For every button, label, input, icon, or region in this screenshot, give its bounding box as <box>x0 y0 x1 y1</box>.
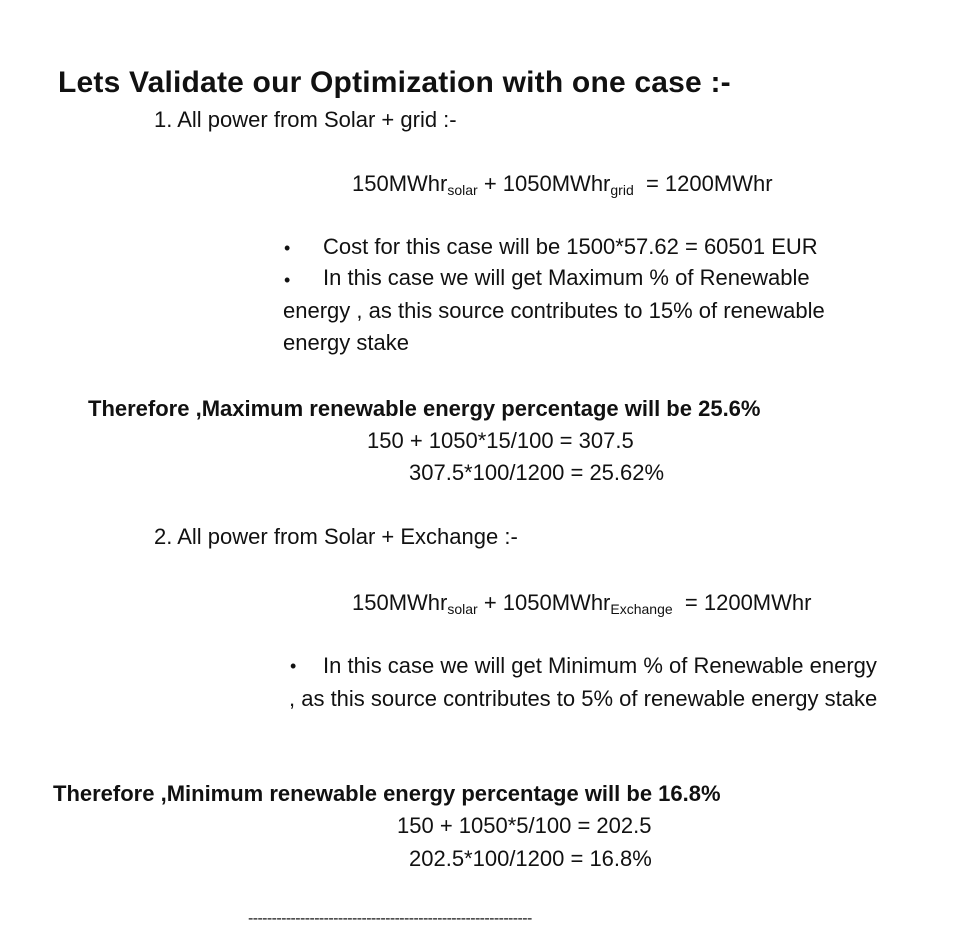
eq-result: = 1200MWhr <box>672 590 812 615</box>
eq-sub-solar: solar <box>447 601 478 617</box>
case1-heading: 1. All power from Solar + grid :- <box>154 107 457 132</box>
case2-bullet-renewable: In this case we will get Minimum % of Re… <box>289 653 878 711</box>
eq-result: = 1200MWhr <box>633 171 773 196</box>
case1-calc-line1: 150 + 1050*15/100 = 307.5 <box>367 428 634 453</box>
case1-equation: 150MWhrsolar + 1050MWhrgrid = 1200MWhr <box>352 171 773 197</box>
case1-calc-line2: 307.5*100/1200 = 25.62% <box>409 460 665 485</box>
case1-bullet-cost: Cost for this case will be 1500*57.62 = … <box>323 234 818 259</box>
case2-heading: 2. All power from Solar + Exchange :- <box>154 524 518 549</box>
page-title: Lets Validate our Optimization with one … <box>58 66 731 99</box>
eq-term1: 150MWhr <box>352 590 448 615</box>
case2-calc-line1: 150 + 1050*5/100 = 202.5 <box>397 813 652 838</box>
eq-term2: + 1050MWhr <box>477 590 611 615</box>
case2-calc-line2: 202.5*100/1200 = 16.8% <box>409 846 652 871</box>
bullet-icon: • <box>284 238 291 258</box>
bullet-icon: • <box>290 656 297 676</box>
case1-conclusion: Therefore ,Maximum renewable energy perc… <box>88 396 761 421</box>
eq-sub-solar: solar <box>447 182 478 198</box>
case2-conclusion: Therefore ,Minimum renewable energy perc… <box>53 781 721 806</box>
case2-equation: 150MWhrsolar + 1050MWhrExchange = 1200MW… <box>352 590 811 616</box>
bullet-icon: • <box>284 270 291 290</box>
eq-term1: 150MWhr <box>352 171 448 196</box>
case1-bullet-renewable: In this case we will get Maximum % of Re… <box>283 265 825 355</box>
eq-sub-exchange: Exchange <box>610 601 673 617</box>
divider-line: ----------------------------------------… <box>248 910 532 927</box>
eq-sub-grid: grid <box>610 182 634 198</box>
eq-term2: + 1050MWhr <box>477 171 611 196</box>
